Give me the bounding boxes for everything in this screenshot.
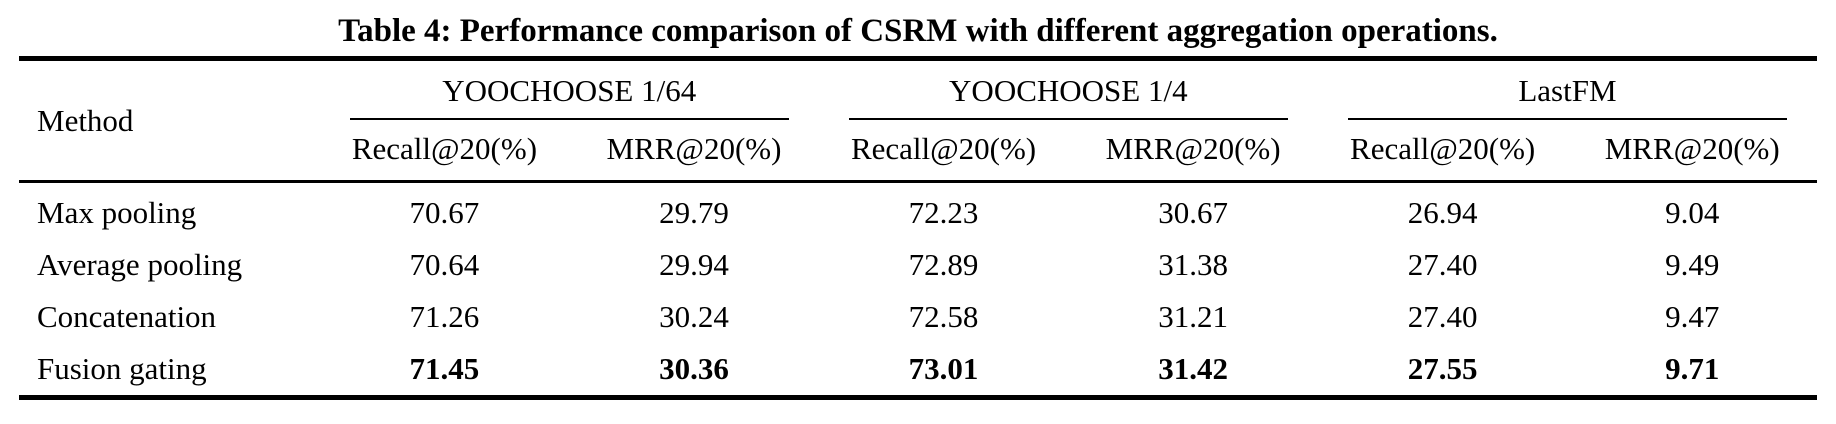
value-cell: 27.40 xyxy=(1407,299,1478,334)
column-header-method: Method xyxy=(19,58,320,183)
value-cell: 9.49 xyxy=(1665,247,1720,282)
column-header-mrr20-lastfm: MRR@20(%) xyxy=(1567,120,1817,183)
table-row-fusion-gating: Fusion gating 71.45 30.36 73.01 31.42 27… xyxy=(19,343,1817,398)
group-header-yoochoose-1-4: YOOCHOOSE 1/4 xyxy=(819,59,1318,120)
group-label: YOOCHOOSE 1/64 xyxy=(349,61,789,120)
value-cell: 30.24 xyxy=(659,299,729,334)
table-row-average-pooling: Average pooling 70.64 29.94 72.89 31.38 … xyxy=(19,239,1817,291)
group-header-lastfm: LastFM xyxy=(1318,59,1817,120)
value-cell: 72.23 xyxy=(908,195,979,230)
value-cell: 71.45 xyxy=(409,351,480,386)
value-cell: 31.21 xyxy=(1158,299,1228,334)
value-cell: 29.94 xyxy=(659,247,729,282)
group-header-yoochoose-1-64: YOOCHOOSE 1/64 xyxy=(320,59,819,120)
value-cell: 29.79 xyxy=(659,195,729,230)
column-header-recall20-y64: Recall@20(%) xyxy=(319,120,570,183)
method-cell: Fusion gating xyxy=(37,351,207,386)
value-cell: 9.71 xyxy=(1665,351,1720,386)
value-cell: 26.94 xyxy=(1407,195,1478,230)
method-cell: Max pooling xyxy=(37,195,197,230)
value-cell: 30.67 xyxy=(1158,195,1228,230)
value-cell: 9.47 xyxy=(1665,299,1720,334)
table-header: Method YOOCHOOSE 1/64 YOOCHOOSE 1/4 Last… xyxy=(19,58,1817,183)
value-cell: 72.58 xyxy=(908,299,979,334)
group-header-row: Method YOOCHOOSE 1/64 YOOCHOOSE 1/4 Last… xyxy=(19,58,1817,183)
value-cell: 72.89 xyxy=(908,247,979,282)
column-header-recall20-lastfm: Recall@20(%) xyxy=(1317,120,1568,183)
group-label: LastFM xyxy=(1347,61,1787,120)
value-cell: 31.42 xyxy=(1158,351,1228,386)
value-cell: 27.40 xyxy=(1407,247,1478,282)
group-label: YOOCHOOSE 1/4 xyxy=(848,61,1288,120)
subheader-row: Recall@20(%) MRR@20(%) Recall@20(%) MRR@… xyxy=(19,120,1817,183)
value-cell: 30.36 xyxy=(659,351,729,386)
value-cell: 71.26 xyxy=(409,299,480,334)
value-cell: 31.38 xyxy=(1158,247,1228,282)
method-cell: Concatenation xyxy=(37,299,217,334)
value-cell: 9.04 xyxy=(1665,195,1720,230)
value-cell: 27.55 xyxy=(1407,351,1478,386)
column-header-recall20-y4: Recall@20(%) xyxy=(818,120,1069,183)
results-table: Method YOOCHOOSE 1/64 YOOCHOOSE 1/4 Last… xyxy=(19,56,1817,400)
value-cell: 70.64 xyxy=(409,247,480,282)
table-caption: Table 4: Performance comparison of CSRM … xyxy=(338,13,1498,49)
value-cell: 70.67 xyxy=(409,195,480,230)
method-cell: Average pooling xyxy=(37,247,243,282)
table-body: Max pooling 70.67 29.79 72.23 30.67 26.9… xyxy=(19,182,1817,398)
table-row-max-pooling: Max pooling 70.67 29.79 72.23 30.67 26.9… xyxy=(19,182,1817,240)
column-header-mrr20-y64: MRR@20(%) xyxy=(569,120,819,183)
table-row-concatenation: Concatenation 71.26 30.24 72.58 31.21 27… xyxy=(19,291,1817,343)
value-cell: 73.01 xyxy=(908,351,979,386)
column-header-mrr20-y4: MRR@20(%) xyxy=(1068,120,1318,183)
